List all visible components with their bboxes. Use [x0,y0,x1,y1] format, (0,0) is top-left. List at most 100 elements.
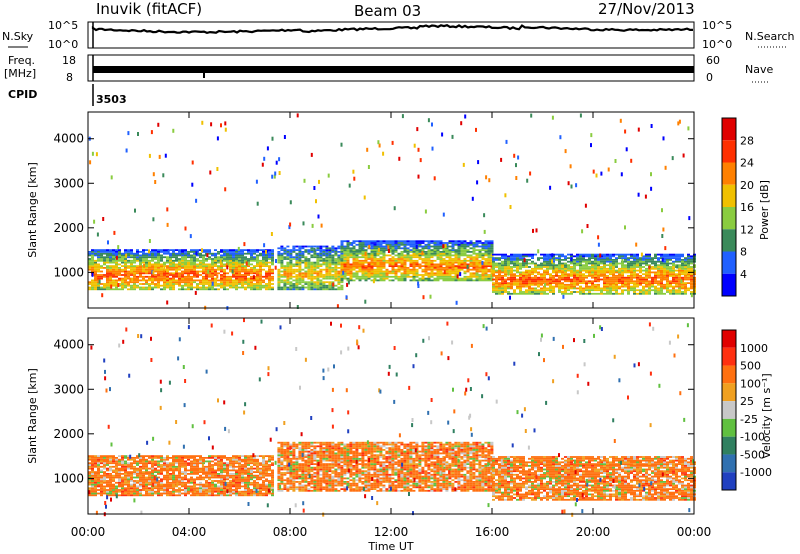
power-cell-band-2 [439,254,443,257]
power-cell-band-3 [498,289,501,292]
power-cell-band-3 [603,257,606,259]
velocity-cell-band-0 [124,460,127,463]
velocity-cell-band-0 [115,471,118,473]
power-cell-band-3 [609,259,612,261]
power-cell-band-0 [256,259,259,262]
power-cell-band-1 [307,284,311,287]
power-cell-band-2 [463,251,467,253]
power-cell-band-3 [507,292,510,295]
power-cell-band-2 [355,256,359,259]
power-cell-band-0 [208,251,211,253]
power-scatter-cell [195,251,198,256]
power-cell-band-3 [570,275,573,277]
velocity-cell-band-0 [133,469,136,472]
power-cell-band-1 [295,279,299,282]
power-cell-band-0 [181,277,184,280]
power-scatter-cell [661,257,664,262]
power-cell-band-1 [307,277,311,280]
power-cell-band-2 [466,268,470,271]
velocity-cell-band-0 [184,476,187,479]
power-cell-band-3 [603,266,606,268]
power-cell-band-2 [430,274,434,276]
power-cell-band-0 [220,267,223,269]
power-cell-band-3 [540,280,543,283]
power-cell-band-3 [510,278,513,281]
power-cell-band-3 [546,266,549,268]
power-scatter-cell [152,172,155,177]
velocity-cell-band-0 [115,481,118,484]
power-cell-band-3 [663,269,666,272]
power-cell-band-2 [346,272,350,275]
power-cell-band-0 [145,270,148,273]
power-cell-band-0 [109,261,112,264]
power-cell-band-3 [672,275,675,277]
power-cell-band-1 [292,256,296,259]
power-cell-band-3 [603,260,606,263]
power-cell-band-0 [238,256,241,259]
power-cell-band-0 [241,256,244,259]
power-cell-band-3 [681,282,684,284]
velocity-cell-band-0 [97,492,100,495]
power-cell-band-3 [630,266,633,268]
power-cell-band-1 [310,254,314,257]
power-cell-band-3 [672,253,675,256]
power-cell-band-3 [672,280,675,283]
power-cell-band-3 [621,282,624,284]
velocity-cell-band-0 [97,483,100,486]
power-cell-band-0 [238,263,241,266]
power-scatter-cell [537,249,540,254]
power-cell-band-0 [130,279,133,282]
velocity-cell-band-0 [145,458,148,461]
velocity-cell-band-0 [94,476,97,479]
power-cell-band-2 [343,245,347,248]
velocity-cell-band-0 [175,458,178,461]
power-cell-band-0 [136,268,139,271]
power-cell-band-2 [388,249,392,251]
power-cell-band-2 [415,261,419,264]
power-scatter-cell [387,245,390,250]
power-cell-band-1 [295,256,299,259]
power-cell-band-0 [238,270,241,273]
power-cell-band-2 [472,243,476,246]
power-cell-band-3 [594,285,597,288]
velocity-cell-band-0 [151,474,154,477]
power-cell-band-1 [298,245,302,248]
velocity-cell-band-0 [121,489,124,491]
power-cell-band-3 [645,285,648,288]
power-scatter-cell [597,235,600,240]
power-cell-band-0 [172,251,175,253]
power-cell-band-3 [663,264,666,267]
velocity-cell-band-0 [112,478,115,481]
power-cell-band-3 [654,255,657,258]
power-cell-band-2 [340,265,344,267]
power-cell-band-0 [205,259,208,262]
power-cell-band-0 [169,274,172,276]
power-scatter-cell [289,200,292,205]
power-cell-band-2 [361,277,365,280]
power-cell-band-0 [106,256,109,259]
power-cell-band-3 [582,282,585,284]
power-cell-band-2 [424,270,428,273]
power-cell-band-3 [681,260,684,263]
velocity-cell-band-0 [106,464,109,466]
power-cell-band-0 [136,256,139,259]
power-cell-band-2 [460,251,464,253]
power-cell-band-2 [484,275,488,278]
power-cell-band-0 [241,258,244,260]
power-cell-band-2 [418,243,422,246]
power-cell-band-0 [247,268,250,271]
velocity-cell-band-0 [100,483,103,486]
power-cell-band-3 [492,283,495,286]
power-cell-band-0 [124,259,127,262]
power-cell-band-3 [498,264,501,267]
power-cell-band-1 [286,283,290,285]
power-cell-band-0 [118,284,121,287]
power-cell-band-2 [442,277,446,280]
power-cell-band-3 [558,264,561,267]
power-cell-band-3 [645,289,648,292]
power-cell-band-3 [564,291,567,293]
power-cell-band-0 [265,270,268,273]
power-cell-band-0 [169,279,172,282]
power-cell-band-0 [133,279,136,282]
power-cell-band-3 [546,253,549,256]
